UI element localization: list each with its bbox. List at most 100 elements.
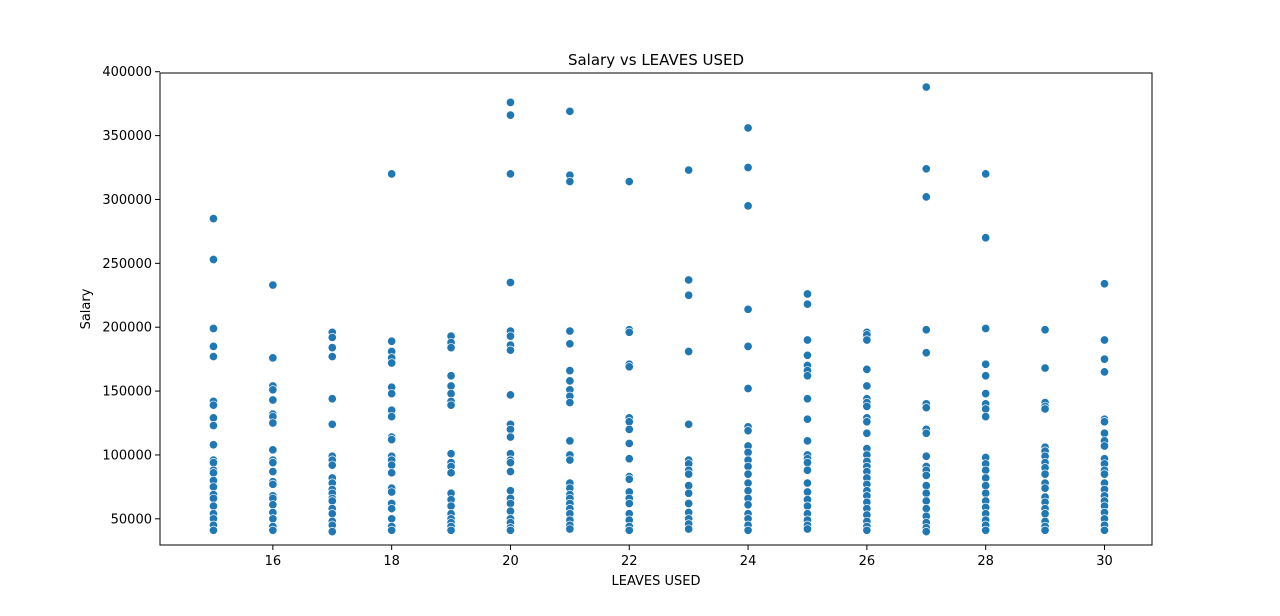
- data-point: [921, 451, 931, 461]
- data-point: [921, 504, 931, 514]
- plot-frame: [159, 72, 1153, 546]
- data-point: [268, 500, 278, 510]
- data-point: [327, 332, 337, 342]
- data-point: [684, 165, 694, 175]
- data-point: [802, 436, 813, 446]
- data-point: [387, 460, 397, 470]
- data-point: [505, 458, 516, 468]
- data-point: [505, 97, 516, 107]
- data-point: [921, 527, 931, 537]
- data-point: [802, 414, 813, 424]
- data-point: [505, 432, 516, 442]
- y-tick-label: 400000: [102, 65, 152, 80]
- data-point: [802, 394, 813, 404]
- data-point: [743, 486, 753, 496]
- data-point: [802, 501, 813, 511]
- data-point: [208, 501, 219, 511]
- data-point: [1099, 525, 1110, 535]
- data-point: [387, 504, 397, 514]
- data-point: [1099, 417, 1110, 427]
- data-point: [743, 461, 753, 471]
- data-point: [624, 177, 634, 187]
- x-tick-label: 22: [621, 554, 638, 569]
- x-tick-label: 16: [265, 554, 282, 569]
- y-tick-label: 350000: [102, 129, 152, 144]
- data-point: [268, 466, 278, 477]
- data-point: [743, 341, 753, 351]
- data-point: [624, 417, 634, 427]
- data-point: [802, 350, 813, 360]
- data-point: [981, 371, 991, 381]
- data-point: [327, 419, 337, 429]
- data-point: [981, 488, 991, 498]
- data-point: [505, 506, 516, 516]
- data-point: [387, 487, 397, 497]
- data-point: [387, 468, 397, 478]
- data-point: [565, 106, 575, 116]
- data-point: [1040, 363, 1050, 373]
- y-tick-label: 100000: [102, 448, 152, 463]
- data-point: [565, 366, 575, 376]
- data-point: [446, 468, 456, 478]
- data-point: [208, 440, 219, 450]
- data-point: [505, 525, 516, 535]
- data-point: [387, 358, 397, 368]
- data-point: [208, 525, 219, 535]
- data-point: [981, 169, 991, 179]
- data-point: [862, 335, 872, 345]
- data-point: [981, 412, 991, 422]
- data-point: [921, 164, 931, 174]
- x-tick-label: 30: [1096, 554, 1113, 569]
- data-point: [684, 346, 694, 357]
- data-point: [565, 398, 575, 408]
- data-point: [684, 419, 694, 429]
- data-point: [684, 488, 694, 498]
- data-point: [208, 323, 219, 334]
- data-point: [981, 389, 991, 399]
- data-point: [743, 383, 753, 394]
- y-axis-ticks: 50000 100000 150000 200000 250000 300000 35000…: [102, 65, 160, 527]
- data-point: [921, 348, 931, 358]
- data-point: [1099, 441, 1110, 451]
- data-point: [921, 428, 931, 438]
- data-point: [446, 343, 456, 353]
- data-point: [624, 327, 634, 337]
- data-point: [1040, 525, 1050, 535]
- data-point: [743, 478, 753, 488]
- data-point: [565, 436, 575, 446]
- data-point: [981, 233, 991, 243]
- data-point: [208, 413, 219, 423]
- data-point: [684, 469, 694, 479]
- data-point: [684, 275, 694, 285]
- data-point: [505, 169, 516, 179]
- data-point: [921, 82, 931, 92]
- x-tick-label: 26: [859, 554, 876, 569]
- data-point: [802, 289, 813, 299]
- data-point: [743, 447, 753, 457]
- data-point: [743, 201, 753, 211]
- data-point: [208, 482, 219, 492]
- data-point: [624, 424, 634, 434]
- data-point: [743, 123, 753, 133]
- data-point: [505, 466, 516, 477]
- x-axis-ticks: 16 18 20 22 24 26 28 30: [265, 545, 1113, 569]
- x-tick-label: 24: [740, 554, 757, 569]
- data-point: [624, 362, 634, 372]
- data-point: [208, 493, 219, 503]
- data-point: [684, 498, 694, 509]
- data-point: [1099, 279, 1110, 289]
- data-point: [268, 458, 278, 468]
- data-point: [1099, 428, 1110, 438]
- data-point: [1040, 483, 1050, 493]
- data-point: [208, 214, 219, 224]
- data-point: [327, 394, 337, 404]
- data-point: [327, 352, 337, 362]
- data-point: [981, 525, 991, 535]
- data-point: [921, 192, 931, 202]
- data-point: [565, 524, 575, 534]
- y-tick-label: 50000: [111, 512, 152, 527]
- data-point: [684, 524, 694, 534]
- y-tick-label: 250000: [102, 257, 152, 272]
- data-point: [208, 400, 219, 410]
